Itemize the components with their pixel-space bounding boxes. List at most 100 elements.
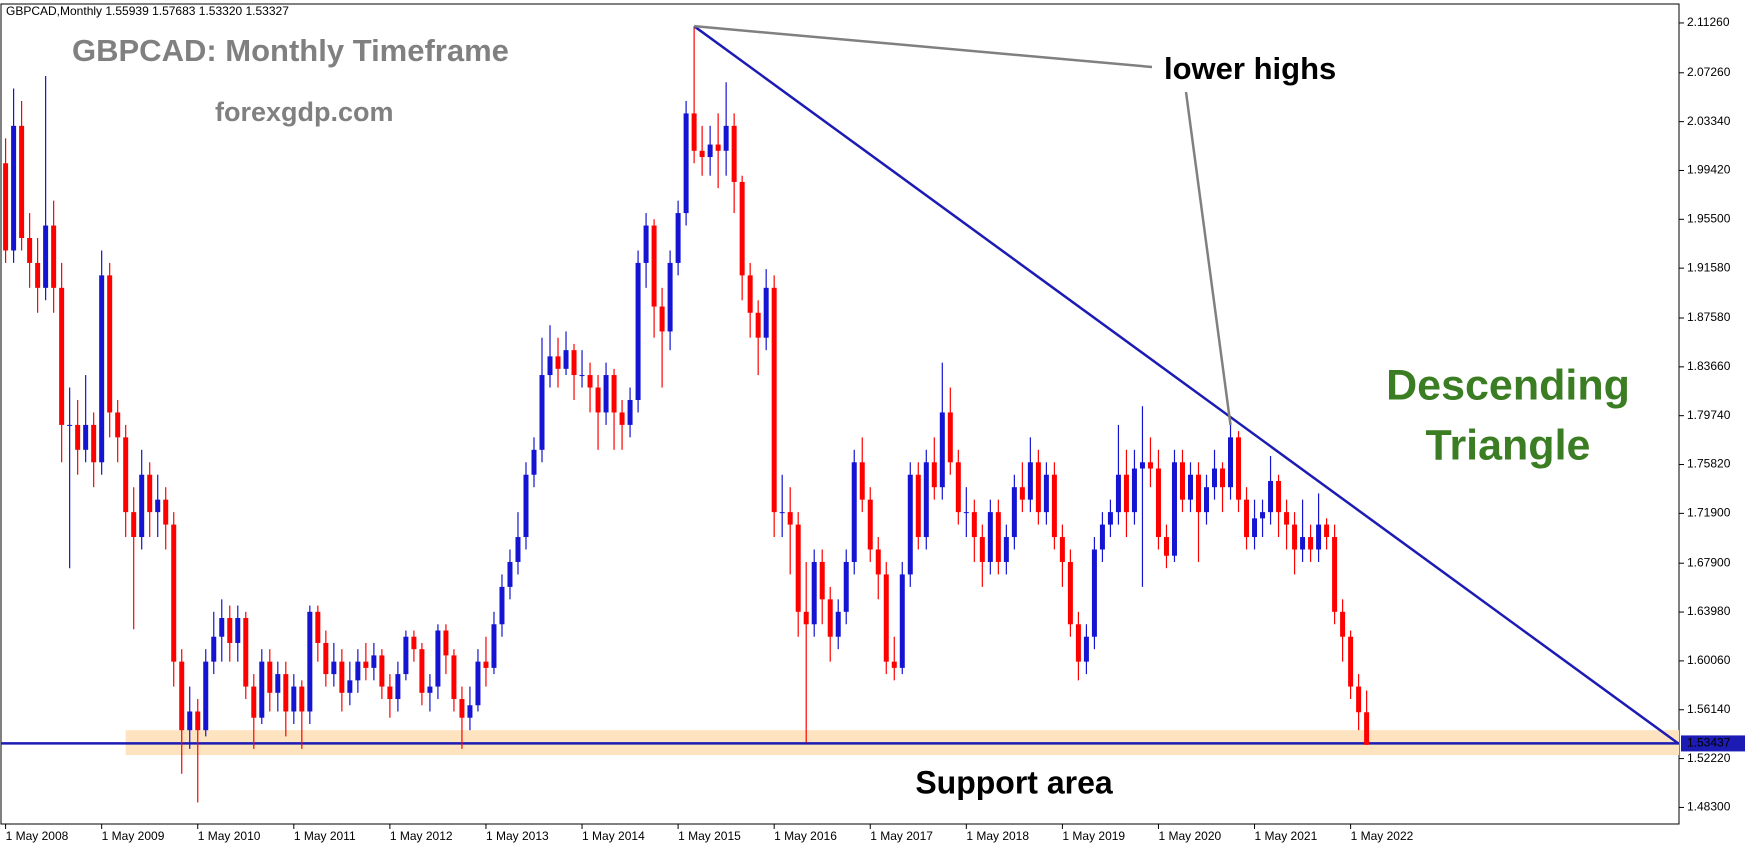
x-tick-label: 1 May 2022 xyxy=(1351,829,1414,843)
candle-body xyxy=(235,618,241,643)
candle-body xyxy=(363,661,369,668)
candle-body xyxy=(643,225,649,263)
candle-body xyxy=(923,462,929,538)
candle-body xyxy=(635,262,641,400)
candle-body xyxy=(1139,462,1145,469)
candle-body xyxy=(1340,611,1346,637)
candle-body xyxy=(891,661,897,668)
x-tick-label: 1 May 2018 xyxy=(966,829,1029,843)
candle-body xyxy=(1035,462,1041,513)
candle-body xyxy=(259,661,265,718)
candle-body xyxy=(899,574,905,668)
candle-body xyxy=(763,287,769,338)
x-tick-label: 1 May 2021 xyxy=(1255,829,1318,843)
candle-body xyxy=(1179,462,1185,500)
candle-body xyxy=(1075,624,1081,662)
candle-body xyxy=(739,181,745,276)
candle-body xyxy=(475,661,481,706)
candle-body xyxy=(211,636,217,662)
candle-body xyxy=(91,424,97,463)
candle-body xyxy=(323,642,329,675)
candle-body xyxy=(1083,636,1089,662)
support-label: Support area xyxy=(915,764,1113,800)
candle-body xyxy=(827,599,833,637)
candle-body xyxy=(147,474,153,513)
candle-body xyxy=(1348,636,1354,687)
candle-body xyxy=(795,524,801,612)
chart-title: GBPCAD: Monthly Timeframe xyxy=(72,33,509,68)
candle-body xyxy=(75,424,81,450)
candle-body xyxy=(59,287,65,425)
candle-body xyxy=(1131,468,1137,513)
candle-body xyxy=(339,661,345,693)
x-tick-label: 1 May 2020 xyxy=(1158,829,1221,843)
pattern-label: Descending xyxy=(1386,361,1630,409)
candle-body xyxy=(1284,512,1290,525)
candle-body xyxy=(563,350,569,369)
candle-body xyxy=(931,462,937,488)
x-tick-label: 1 May 2010 xyxy=(198,829,261,843)
y-tick-label: 1.87580 xyxy=(1687,310,1731,324)
lower-highs-connector xyxy=(694,24,1153,69)
candle-body xyxy=(587,375,593,388)
candle-body xyxy=(243,618,249,687)
y-tick-label: 1.52220 xyxy=(1687,751,1731,765)
candle-body xyxy=(723,125,729,151)
y-tick-label: 1.56140 xyxy=(1687,702,1731,716)
candle-body xyxy=(299,686,305,712)
candle-body xyxy=(579,375,585,377)
candle-body xyxy=(707,144,713,158)
candle-body xyxy=(1171,462,1177,556)
x-tick-label: 1 May 2009 xyxy=(102,829,165,843)
candle-body xyxy=(907,474,913,575)
candle-body xyxy=(499,586,505,625)
candle-body xyxy=(115,412,121,438)
candle-body xyxy=(683,113,689,214)
candle-body xyxy=(603,375,609,413)
candle-body xyxy=(947,412,953,463)
candle-body xyxy=(867,499,873,550)
candle-body xyxy=(1332,537,1338,612)
chart-subtitle: forexgdp.com xyxy=(215,97,394,127)
candle-body xyxy=(403,636,409,675)
candle-body xyxy=(1067,561,1073,625)
x-tick-label: 1 May 2019 xyxy=(1062,829,1125,843)
candle-body xyxy=(1316,524,1322,550)
candle-body xyxy=(1244,499,1250,538)
candle-body xyxy=(387,686,393,700)
candle-body xyxy=(275,674,281,693)
candle-body xyxy=(1212,468,1218,488)
candle-body xyxy=(1236,437,1242,500)
candle-body xyxy=(411,636,417,650)
candle-body xyxy=(1292,524,1298,550)
candle-body xyxy=(1147,462,1153,469)
candle-body xyxy=(1187,474,1193,500)
x-tick-label: 1 May 2014 xyxy=(582,829,645,843)
candle-body xyxy=(1051,474,1057,538)
candle-body xyxy=(331,661,337,675)
plot-frame xyxy=(0,3,1680,825)
candle-body xyxy=(507,561,513,587)
candle-body xyxy=(547,356,553,376)
candle-body xyxy=(371,655,377,668)
x-tick-label: 1 May 2013 xyxy=(486,829,549,843)
candle-body xyxy=(595,387,601,413)
candle-body xyxy=(1276,480,1282,513)
candle-body xyxy=(227,618,233,643)
candle-body xyxy=(139,474,145,538)
candle-body xyxy=(755,312,761,338)
candle-body xyxy=(1123,474,1129,513)
candle-body xyxy=(43,225,49,288)
candle-body xyxy=(955,462,961,513)
candle-body xyxy=(971,512,977,538)
candle-body xyxy=(1300,537,1306,550)
candle-body xyxy=(667,262,673,332)
candle-body xyxy=(251,686,257,718)
candle-body xyxy=(427,686,433,693)
candle-body xyxy=(379,655,385,687)
candle-body xyxy=(779,512,785,514)
candle-body xyxy=(1308,537,1314,550)
candle-body xyxy=(67,424,73,426)
trendline xyxy=(693,25,1680,745)
candle-body xyxy=(611,375,617,413)
